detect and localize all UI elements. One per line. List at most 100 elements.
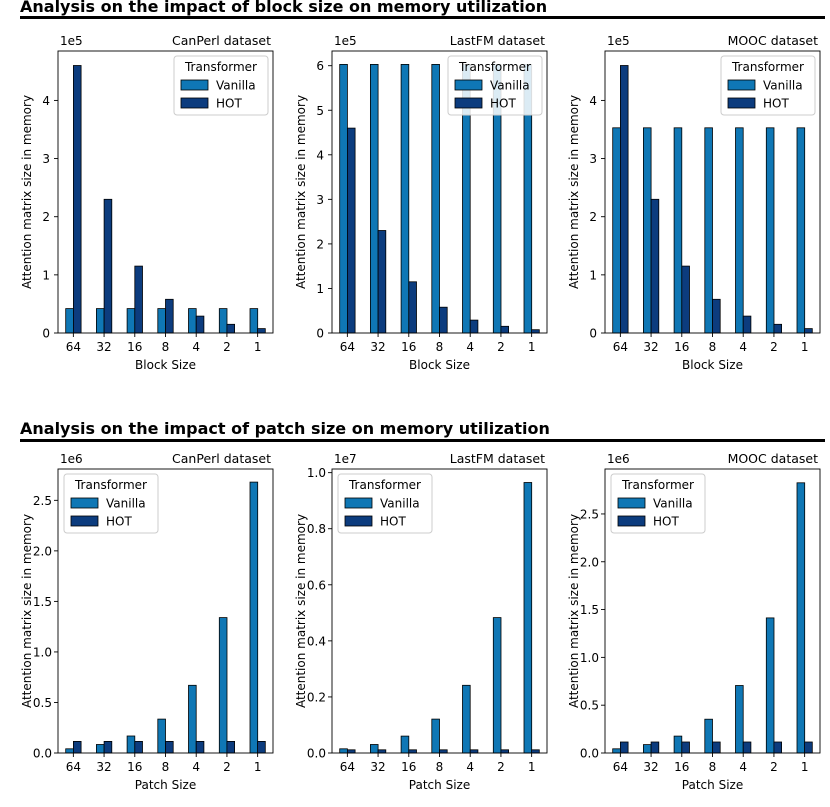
chart-0-0-bar-vanilla-2 (218, 308, 228, 334)
chart-1-1-y-tick-label-2: 0.4 (307, 634, 326, 648)
chart-0-0-x-tick-label-8: 8 (162, 340, 170, 354)
chart-1-1-bar-vanilla-2 (492, 617, 502, 754)
chart-0-1-legend-swatch-vanilla (454, 79, 483, 91)
chart-0-1-bar-hot-8 (439, 306, 448, 334)
chart-0-0-x-tick-label-4: 4 (192, 340, 200, 354)
chart-1-2-bar-hot-1 (804, 741, 813, 754)
chart-1-2-bar-vanilla-4 (735, 685, 744, 754)
chart-1-1-chart-title: LastFM dataset (450, 451, 545, 466)
chart-0-2-bar-hot-2 (773, 323, 783, 334)
chart-1-0-bar-vanilla-4 (188, 684, 197, 754)
chart-0-0-legend-label-vanilla: Vanilla (216, 79, 256, 93)
chart-1-1-bar-vanilla-32 (369, 744, 379, 754)
chart-0-2-legend-swatch-vanilla (727, 79, 756, 91)
chart-0-2-legend-swatch-hot (727, 97, 756, 109)
chart-1-2-bar-vanilla-32 (643, 744, 652, 754)
chart-1-2-x-tick-label-32: 32 (643, 760, 658, 774)
chart-0-0-y-axis-label: Attention matrix size in memory (20, 95, 34, 289)
chart-0-0-x-tick-label-1: 1 (254, 340, 262, 354)
chart-0-2-bar-hot-64 (620, 65, 629, 334)
chart-0-2-x-tick-label-8: 8 (709, 340, 717, 354)
chart-1-0-x-tick-label-1: 1 (254, 760, 262, 774)
chart-1-2-legend-title: Transformer (621, 478, 694, 492)
chart-1-0-bar-hot-2 (226, 741, 235, 754)
chart-1-1-y-tick-label-0: 0.0 (307, 747, 326, 761)
chart-0-2-bar-vanilla-2 (765, 127, 775, 334)
chart-0-1-y-tick-label-6: 6 (316, 59, 324, 73)
chart-1-1-x-tick-label-64: 64 (340, 760, 355, 774)
chart-1-0-y-tick-label-0: 0.0 (33, 747, 52, 761)
chart-0-1-y-tick-label-3: 3 (316, 193, 324, 207)
chart-1-0-y-tick-label-2: 1.0 (33, 645, 52, 659)
chart-0-1-bar-hot-16 (408, 281, 417, 334)
chart-0-0-bar-hot-16 (134, 265, 143, 334)
chart-0-2-bar-hot-16 (681, 265, 690, 334)
chart-1-0-x-axis-label: Patch Size (135, 778, 196, 792)
chart-1-2-legend-swatch-vanilla (617, 497, 646, 509)
chart-0-0-bar-hot-64 (73, 65, 82, 334)
chart-0-1-axis-multiplier: 1e5 (334, 34, 357, 48)
chart-0-2-x-axis-label: Block Size (682, 358, 743, 372)
chart-1-0-y-tick-label-3: 1.5 (33, 595, 52, 609)
chart-0-0-chart-title: CanPerl dataset (172, 33, 271, 48)
chart-1-2-y-axis-label: Attention matrix size in memory (567, 514, 581, 708)
chart-1-0-bar-vanilla-64 (65, 748, 74, 754)
chart-0-0-x-tick-label-16: 16 (127, 340, 142, 354)
chart-1-2-x-tick-label-2: 2 (770, 760, 778, 774)
chart-0-1-bar-vanilla-16 (400, 64, 410, 334)
chart-1-1-bar-vanilla-1 (523, 482, 533, 754)
chart-0-2-y-tick-label-3: 3 (589, 152, 597, 166)
chart-1-1-x-tick-label-16: 16 (401, 760, 416, 774)
chart-1-0-bar-hot-32 (103, 741, 113, 754)
chart-0-2-x-tick-label-64: 64 (613, 340, 628, 354)
chart-1-1-y-tick-label-3: 0.6 (307, 578, 326, 592)
chart-0-0-bar-hot-1 (257, 328, 266, 334)
chart-0-2-bar-vanilla-1 (796, 127, 806, 334)
chart-0-1-bar-hot-64 (346, 127, 356, 334)
section-divider-block-size (20, 16, 825, 19)
chart-0-1-bar-hot-32 (377, 230, 387, 334)
chart-1-1-bar-hot-16 (408, 749, 417, 754)
chart-0-1-y-tick-label-0: 0 (316, 327, 324, 341)
chart-1-1-x-tick-label-32: 32 (370, 760, 385, 774)
chart-1-1-bar-hot-64 (346, 749, 356, 754)
chart-0-0-y-tick-label-1: 1 (42, 268, 50, 282)
section-title-patch-size: Analysis on the impact of patch size on … (20, 419, 550, 438)
chart-0-1-bar-vanilla-32 (369, 64, 379, 334)
chart-0-1-x-tick-label-4: 4 (466, 340, 474, 354)
chart-0-1-y-tick-label-4: 4 (316, 148, 324, 162)
chart-1-0-axis-multiplier: 1e6 (60, 452, 83, 466)
chart-1-0-bar-vanilla-1 (249, 481, 259, 754)
chart-0-1-x-tick-label-16: 16 (401, 340, 416, 354)
chart-0-1-chart-title: LastFM dataset (450, 33, 545, 48)
chart-0-1-legend-label-hot: HOT (490, 97, 516, 111)
chart-0-0-legend-swatch-vanilla (180, 79, 209, 91)
chart-0-2-bar-hot-8 (712, 298, 721, 334)
chart-1-2-bar-hot-8 (712, 741, 721, 754)
chart-1-1-x-tick-label-1: 1 (528, 760, 536, 774)
chart-0-2-legend-label-vanilla: Vanilla (763, 79, 803, 93)
chart-0-1-x-tick-label-1: 1 (528, 340, 536, 354)
section-title-block-size: Analysis on the impact of block size on … (20, 0, 548, 16)
chart-1-1-legend-swatch-hot (344, 515, 373, 527)
chart-1-2-y-tick-label-1: 0.5 (580, 699, 599, 713)
chart-1-0-x-tick-label-4: 4 (192, 760, 200, 774)
chart-0-0-bar-hot-4 (195, 315, 205, 334)
chart-0-0-legend-swatch-hot (180, 97, 209, 109)
chart-1-1-y-tick-label-4: 0.8 (307, 522, 326, 536)
chart-0-0-legend-label-hot: HOT (216, 97, 242, 111)
chart-0-1-legend-title: Transformer (458, 60, 531, 74)
chart-1-1-y-axis-label: Attention matrix size in memory (294, 514, 308, 708)
chart-1-0-legend-swatch-hot (70, 515, 99, 527)
chart-0-0-bar-vanilla-1 (249, 308, 259, 334)
chart-1-0-y-tick-label-1: 0.5 (33, 696, 52, 710)
chart-0-2-bar-vanilla-4 (735, 127, 744, 334)
chart-0-2-y-tick-label-2: 2 (589, 210, 597, 224)
chart-1-0-bar-hot-8 (165, 741, 174, 754)
chart-1-0-bar-vanilla-32 (96, 744, 105, 754)
chart-1-0-bar-vanilla-16 (126, 735, 136, 754)
chart-0-2-x-tick-label-2: 2 (770, 340, 778, 354)
chart-0-0-y-tick-label-4: 4 (42, 94, 50, 108)
chart-1-2-y-tick-label-4: 2.0 (580, 555, 599, 569)
